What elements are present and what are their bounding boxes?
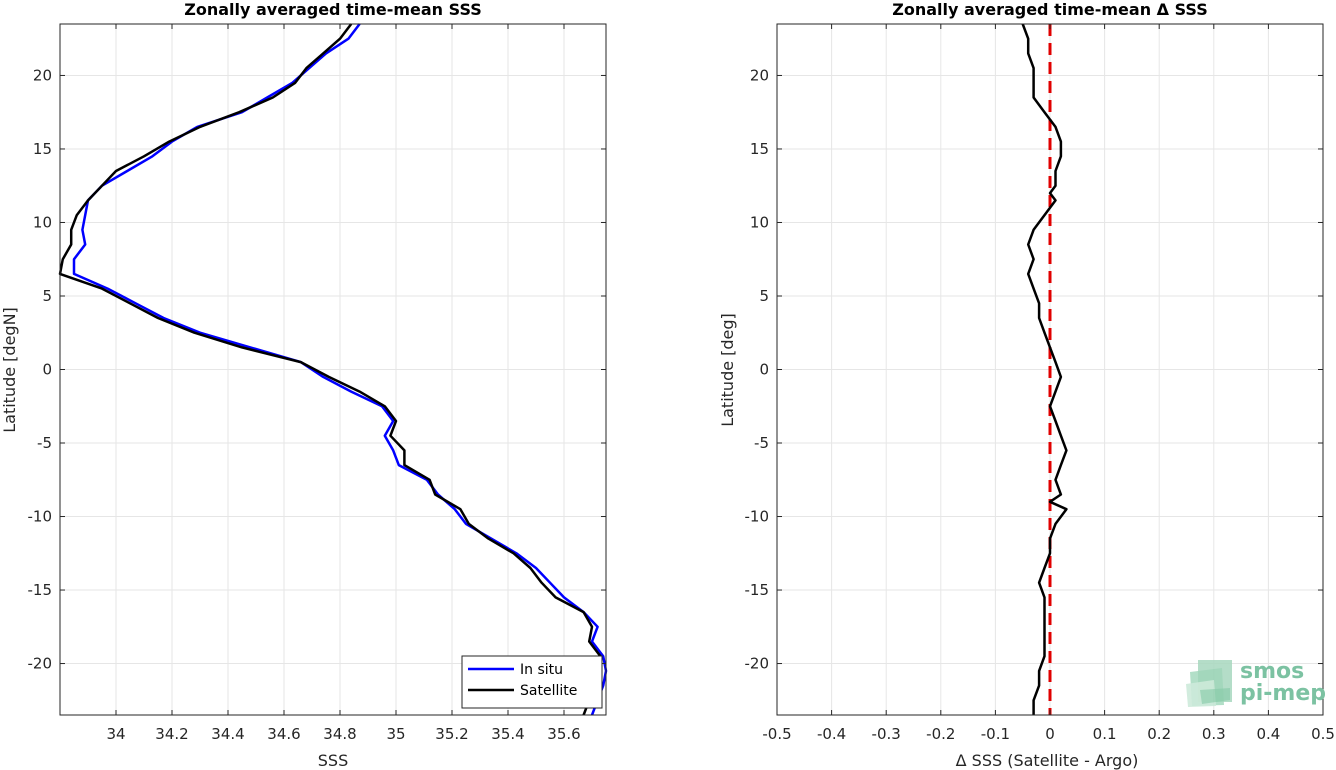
left-y-tick-label: 10 <box>33 213 52 231</box>
right-y-axis-label: Latitude [deg] <box>718 313 737 427</box>
right-x-tick-label: -0.5 <box>762 725 791 743</box>
right-y-tick-label: 5 <box>759 287 769 305</box>
right-x-axis-label: Δ SSS (Satellite - Argo) <box>956 751 1139 770</box>
left-x-tick-label: 34.8 <box>323 725 356 743</box>
left-chart-title: Zonally averaged time-mean SSS <box>184 0 482 19</box>
right-ticks: -0.5 -0.4 -0.3 -0.2 -0.1 0 0.1 0.2 0.3 0.4 0.5 -20 -… <box>745 24 1335 743</box>
right-chart-title: Zonally averaged time-mean Δ SSS <box>892 0 1208 19</box>
right-y-tick-label: -20 <box>745 655 770 673</box>
right-y-tick-label: -5 <box>754 434 769 452</box>
left-x-tick-label: 34.4 <box>211 725 244 743</box>
right-y-tick-label: 0 <box>759 361 769 379</box>
legend: In situ Satellite <box>461 655 603 709</box>
left-series-lines <box>58 23 608 716</box>
right-y-tick-label: -10 <box>745 508 770 526</box>
left-x-tick-label: 35.2 <box>435 725 468 743</box>
right-x-tick-label: -0.2 <box>926 725 955 743</box>
left-series-line-satellite <box>58 23 602 716</box>
left-y-tick-label: 20 <box>33 66 52 84</box>
right-x-tick-label: -0.3 <box>872 725 901 743</box>
left-panel-sss: 34 34.2 34.4 34.6 34.8 35 35.2 35.4 35.6 -20 -15 -1… <box>0 0 608 770</box>
right-x-tick-label: 0.3 <box>1202 725 1226 743</box>
logo-mark-icon <box>1186 660 1232 707</box>
right-x-tick-label: 0 <box>1045 725 1055 743</box>
left-y-tick-label: 5 <box>42 287 52 305</box>
right-x-tick-label: -0.1 <box>981 725 1010 743</box>
right-panel-delta-sss: -0.5 -0.4 -0.3 -0.2 -0.1 0 0.1 0.2 0.3 0.4 0.5 -20 -… <box>718 0 1335 770</box>
left-y-tick-label: -20 <box>28 655 53 673</box>
right-series-line-0 <box>1021 23 1068 715</box>
right-x-tick-label: 0.2 <box>1147 725 1171 743</box>
right-y-tick-label: 20 <box>750 66 769 84</box>
logo-text-smos: smos <box>1240 659 1304 684</box>
legend-label-in-situ: In situ <box>520 662 563 678</box>
right-y-tick-label: 10 <box>750 213 769 231</box>
left-y-tick-label: -10 <box>28 508 53 526</box>
logo-text-pi-mep: pi-mep <box>1240 681 1326 706</box>
right-x-tick-label: 0.5 <box>1311 725 1335 743</box>
smos-pi-mep-logo: smos pi-mep <box>1186 659 1326 707</box>
left-x-tick-label: 34.6 <box>267 725 300 743</box>
left-y-tick-label: -15 <box>28 581 53 599</box>
left-x-tick-label: 35 <box>386 725 405 743</box>
left-x-tick-label: 35.6 <box>547 725 580 743</box>
left-x-tick-label: 34 <box>106 725 125 743</box>
left-x-axis-label: SSS <box>318 751 348 770</box>
left-ticks: 34 34.2 34.4 34.6 34.8 35 35.2 35.4 35.6 -20 -15 -1… <box>28 24 606 743</box>
right-x-tick-label: 0.1 <box>1093 725 1117 743</box>
left-y-tick-label: 0 <box>42 361 52 379</box>
right-y-tick-label: -15 <box>745 581 770 599</box>
right-x-tick-label: 0.4 <box>1256 725 1280 743</box>
legend-label-satellite: Satellite <box>520 683 577 699</box>
left-y-axis-label: Latitude [degN] <box>0 307 19 433</box>
left-x-tick-label: 34.2 <box>155 725 188 743</box>
left-y-tick-label: -5 <box>37 434 52 452</box>
right-y-tick-label: 15 <box>750 140 769 158</box>
left-x-tick-label: 35.4 <box>491 725 524 743</box>
left-y-tick-label: 15 <box>33 140 52 158</box>
right-x-tick-label: -0.4 <box>817 725 846 743</box>
legend-box <box>461 655 603 709</box>
right-series-lines <box>1021 23 1068 715</box>
